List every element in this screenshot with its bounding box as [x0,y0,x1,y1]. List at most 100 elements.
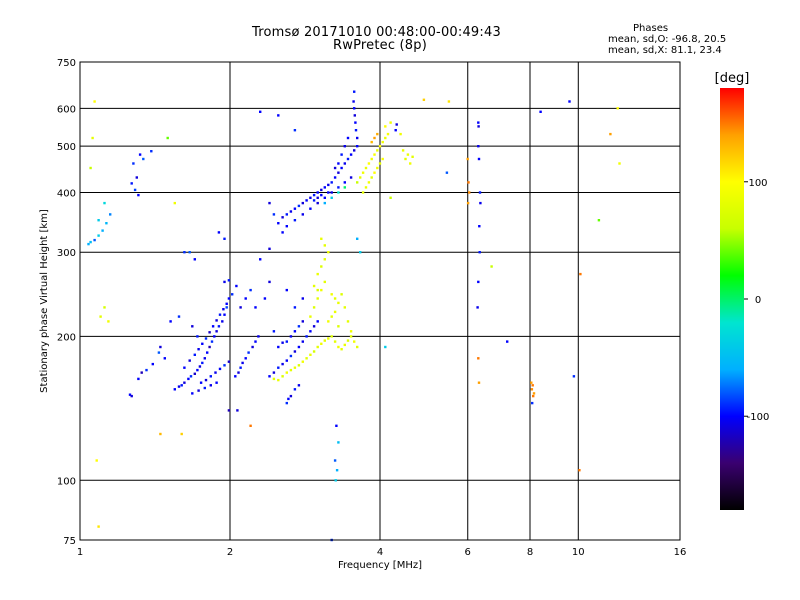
data-point [530,388,534,391]
data-point [209,375,212,378]
data-point [177,385,181,388]
data-point [330,315,333,318]
data-point [97,219,100,222]
data-point [87,242,90,246]
data-point [346,136,350,140]
data-point [330,181,333,184]
data-point [337,162,340,165]
data-point [140,371,143,374]
data-point [239,366,242,369]
data-point [173,201,176,205]
data-point [163,357,166,360]
data-point [572,375,576,378]
data-point [340,166,343,170]
data-point [301,201,304,205]
data-point [343,306,346,309]
data-point [188,359,191,362]
data-point [349,335,353,338]
data-point [349,330,353,333]
data-point [215,381,218,384]
data-point [227,279,231,282]
data-point [618,162,621,165]
x-axis-label: Frequency [MHz] [338,560,422,571]
data-point [138,153,142,156]
data-point [217,231,221,234]
data-point [384,345,387,349]
x-tick-label: 16 [674,547,687,558]
data-point [335,424,338,427]
data-point [330,191,333,194]
data-point [401,149,405,152]
data-point [215,319,218,322]
data-point [145,368,148,372]
data-point [323,186,326,189]
colorbar-unit-label: [deg] [715,71,750,86]
data-point [578,469,581,472]
x-tick-label: 10 [572,547,585,558]
data-point [281,341,284,344]
data-point [211,325,215,328]
data-point [93,238,96,242]
data-point [285,288,288,292]
data-point [343,181,346,184]
data-point [466,201,470,205]
data-point [193,258,196,261]
data-point [99,315,102,318]
data-point [281,216,284,219]
data-point [289,368,293,372]
data-point [293,388,297,391]
data-point [477,125,480,128]
x-tick-label: 1 [77,547,83,558]
data-point [468,191,471,194]
data-point [333,310,337,314]
data-point [259,110,262,113]
data-point [609,132,612,136]
data-point [107,320,110,323]
data-point [137,193,140,197]
data-point [281,375,284,378]
data-point [297,364,301,367]
data-point [277,114,280,117]
y-tick-label: 600 [57,104,76,115]
data-point [361,191,365,194]
data-point [477,381,481,384]
data-point [249,288,252,292]
data-point [305,199,308,202]
data-point [337,345,340,349]
data-point [222,308,225,311]
data-point [343,343,346,347]
data-point [409,162,412,165]
data-point [189,375,193,378]
data-point [312,193,316,197]
data-point [197,389,200,392]
data-point [323,258,326,261]
data-point [327,191,330,194]
data-point [320,193,323,197]
data-point [223,280,226,284]
data-point [206,351,209,354]
data-point [293,129,297,132]
data-point [244,357,247,360]
data-point [193,372,196,375]
stats-x-mode: mean, sd,X: 81.1, 23.4 [608,45,722,56]
data-point [251,345,254,349]
data-point [187,377,190,381]
colorbar-ticks: 100 0 -100 [744,178,769,423]
data-point [225,306,228,309]
data-point [340,348,343,351]
stats-heading: Phases [633,23,669,34]
data-point [214,371,217,374]
data-point [367,162,371,165]
data-point [343,186,346,189]
data-point [346,339,350,342]
data-point [239,306,242,309]
y-tick-label: 400 [57,188,76,199]
data-point [384,125,387,128]
x-axis-ticks: 1 2 4 6 8 10 16 [77,547,687,558]
data-point [293,350,297,353]
data-point [477,121,480,124]
data-point [373,153,376,156]
data-point [323,244,326,247]
data-point [330,335,333,338]
data-point [289,354,293,358]
